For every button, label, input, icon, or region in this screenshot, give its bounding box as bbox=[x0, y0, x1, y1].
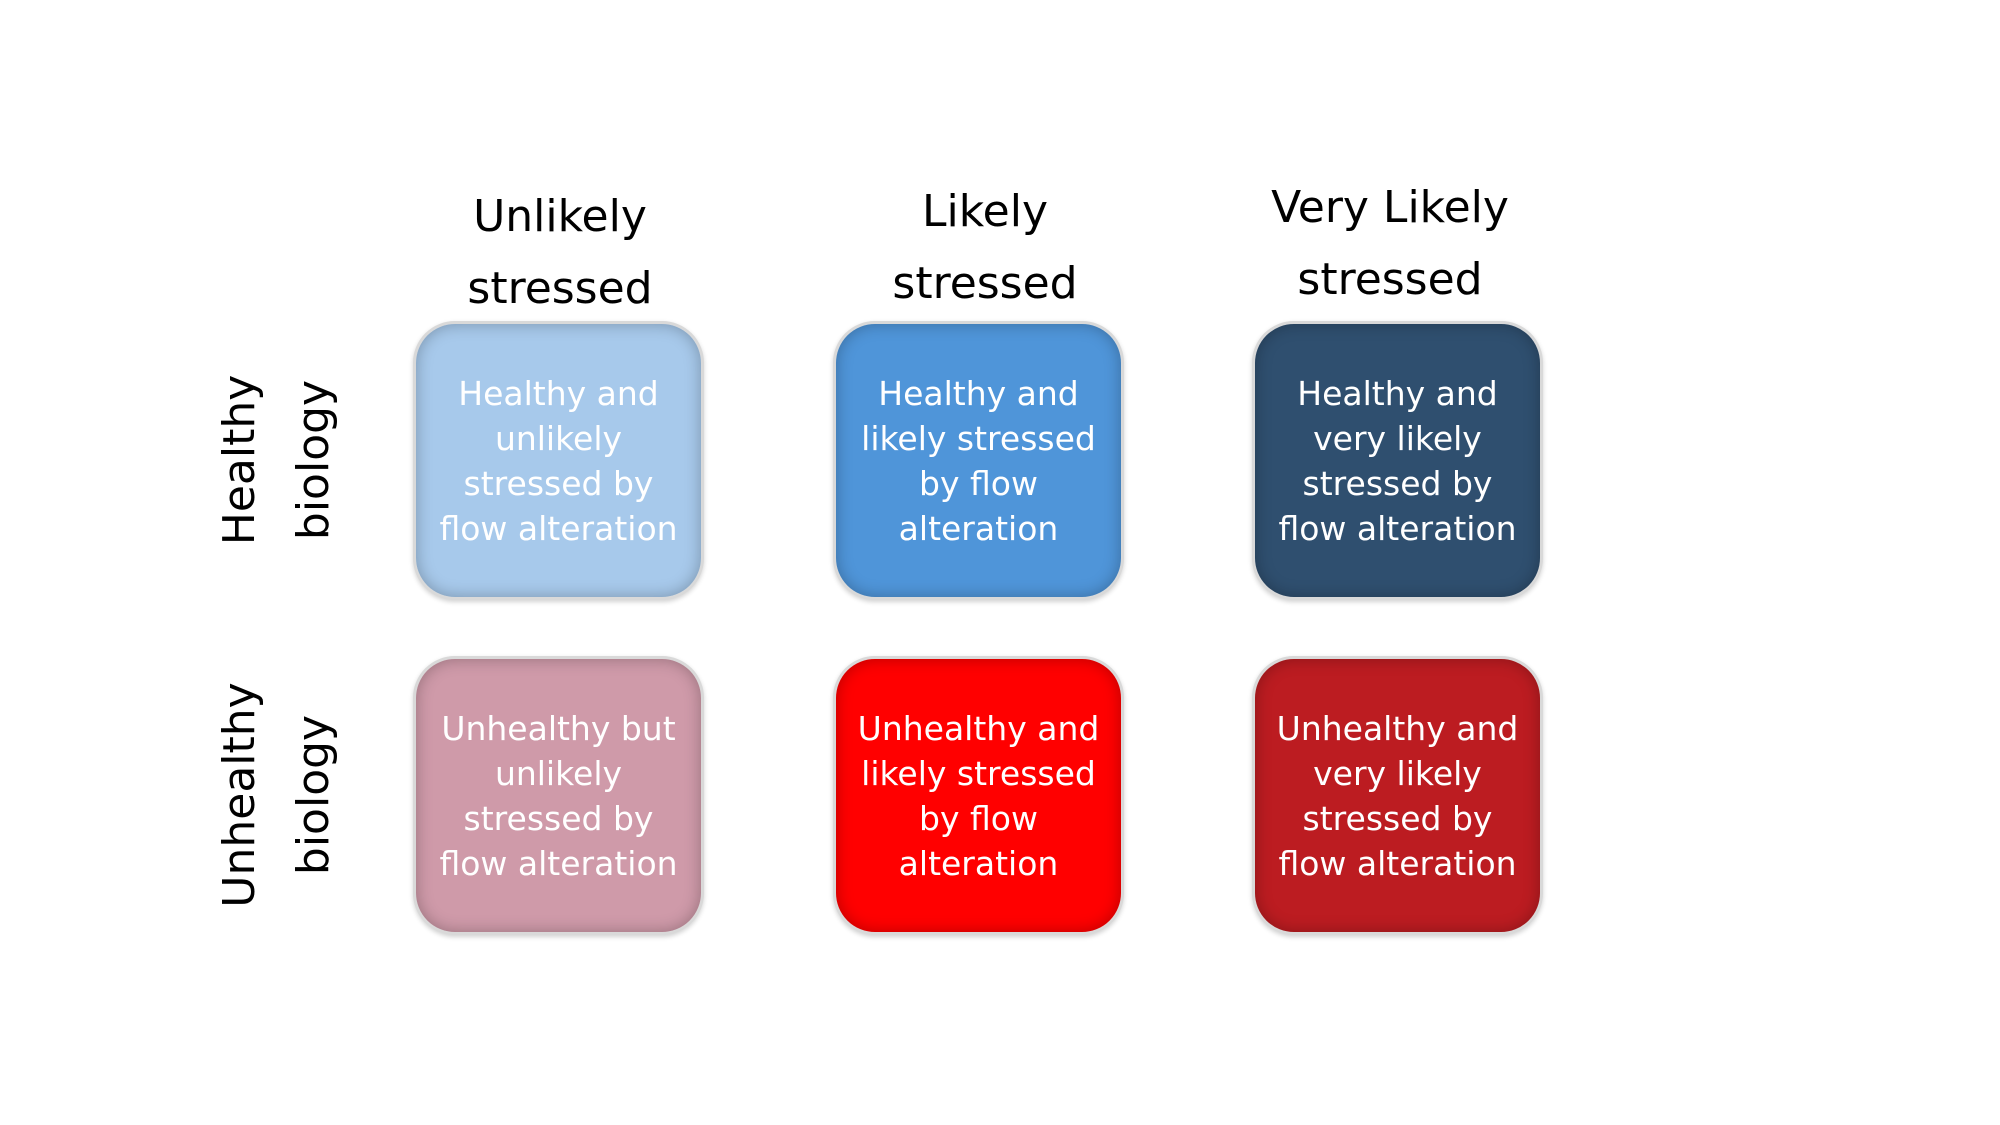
row-label-line2: biology bbox=[288, 714, 339, 876]
column-header-line1: Unlikely bbox=[473, 191, 647, 242]
cell-text: Healthy and very likely stressed by flow… bbox=[1278, 373, 1517, 548]
column-header-line2: stressed bbox=[1297, 254, 1483, 305]
cell-unhealthy-very-likely-stressed: Unhealthy and very likely stressed by fl… bbox=[1252, 656, 1543, 935]
column-header-very-likely-stressed: Very Likely stressed bbox=[1200, 172, 1580, 316]
cell-healthy-likely-stressed: Healthy and likely stressed by flow alte… bbox=[833, 321, 1124, 600]
column-header-line2: stressed bbox=[892, 258, 1078, 309]
cell-healthy-very-likely-stressed: Healthy and very likely stressed by flow… bbox=[1252, 321, 1543, 600]
row-label-line1: Unhealthy bbox=[214, 682, 265, 908]
cell-unhealthy-unlikely-stressed: Unhealthy but unlikely stressed by flow … bbox=[413, 656, 704, 935]
cell-unhealthy-likely-stressed: Unhealthy and likely stressed by flow al… bbox=[833, 656, 1124, 935]
cell-text: Unhealthy and very likely stressed by fl… bbox=[1276, 708, 1519, 883]
cell-text: Unhealthy and likely stressed by flow al… bbox=[857, 708, 1100, 883]
cell-text: Unhealthy but unlikely stressed by flow … bbox=[439, 708, 678, 883]
column-header-likely-stressed: Likely stressed bbox=[795, 176, 1175, 320]
cell-healthy-unlikely-stressed: Healthy and unlikely stressed by flow al… bbox=[413, 321, 704, 600]
cell-text: Healthy and likely stressed by flow alte… bbox=[861, 373, 1096, 548]
row-label-line2: biology bbox=[288, 379, 339, 541]
row-label-healthy-biology: Healthy biology bbox=[203, 375, 351, 546]
column-header-line1: Very Likely bbox=[1271, 182, 1509, 233]
column-header-line1: Likely bbox=[922, 186, 1048, 237]
column-header-unlikely-stressed: Unlikely stressed bbox=[370, 181, 750, 325]
row-label-line1: Healthy bbox=[214, 374, 265, 546]
column-header-line2: stressed bbox=[467, 263, 653, 314]
row-label-unhealthy-biology: Unhealthy biology bbox=[203, 682, 351, 907]
cell-text: Healthy and unlikely stressed by flow al… bbox=[439, 373, 678, 548]
